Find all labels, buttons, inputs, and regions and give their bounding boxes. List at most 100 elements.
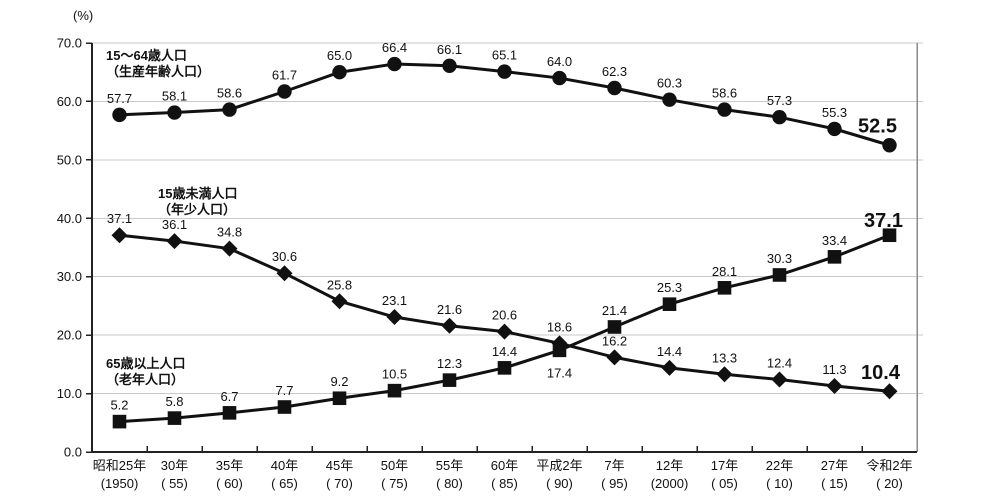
series-under_15-marker bbox=[276, 265, 293, 282]
series-working_age-value-label: 57.7 bbox=[107, 91, 132, 106]
series-working_age-value-label: 66.4 bbox=[382, 40, 407, 55]
series-working_age-marker bbox=[112, 107, 127, 123]
series-over_65-marker bbox=[167, 411, 182, 425]
series-over_65-marker bbox=[442, 373, 457, 387]
x-axis-label-era: 22年 bbox=[766, 458, 793, 473]
legend-over-65-line2: （老年人口） bbox=[106, 372, 185, 387]
series-over_65-value-label: 10.5 bbox=[382, 367, 407, 382]
series-over_65-value-label: 9.2 bbox=[330, 374, 348, 389]
series-under_15-marker bbox=[331, 293, 348, 310]
series-over_65-value-label: 12.3 bbox=[437, 356, 462, 371]
series-under_15-marker bbox=[661, 359, 678, 376]
x-axis-label-era: 60年 bbox=[491, 458, 518, 473]
series-under_15-marker bbox=[386, 309, 403, 326]
x-axis-label-year: ( 60) bbox=[216, 476, 243, 491]
x-axis-label-era: 12年 bbox=[656, 458, 683, 473]
series-under_15-value-label: 36.1 bbox=[162, 217, 187, 232]
x-axis-label-year: ( 80) bbox=[436, 476, 463, 491]
series-working_age-marker bbox=[827, 121, 842, 137]
x-axis-label-year: (1950) bbox=[101, 476, 139, 491]
x-axis-label-era: 45年 bbox=[326, 458, 353, 473]
x-axis-label-year: ( 65) bbox=[271, 476, 298, 491]
series-under_15-value-label: 12.4 bbox=[767, 356, 792, 371]
series-under_15-value-label: 23.1 bbox=[382, 293, 407, 308]
legend-under-15-line1: 15歳未満人口 bbox=[158, 186, 238, 201]
x-axis-label-era: 40年 bbox=[271, 458, 298, 473]
legend-working-age-line1: 15～64歳人口 bbox=[106, 48, 187, 63]
series-working_age-marker bbox=[167, 105, 182, 120]
series-working_age-marker bbox=[277, 84, 292, 99]
series-over_65-marker bbox=[882, 228, 897, 243]
series-over_65-value-label: 28.1 bbox=[712, 264, 737, 279]
series-under_15-value-label: 30.6 bbox=[272, 249, 297, 264]
series-working_age-value-label: 57.3 bbox=[767, 93, 792, 108]
series-working_age-marker bbox=[442, 58, 457, 73]
series-under_15-value-label: 13.3 bbox=[712, 350, 737, 365]
series-over_65-value-label: 14.4 bbox=[492, 344, 517, 359]
series-working_age-marker bbox=[717, 102, 732, 117]
x-axis-label-era: 35年 bbox=[216, 458, 243, 473]
series-over_65-marker bbox=[827, 250, 842, 264]
series-under_15-marker bbox=[441, 317, 458, 334]
series-under_15-marker bbox=[111, 227, 128, 244]
series-over_65-marker bbox=[552, 343, 567, 358]
series-over_65-value-label: 5.8 bbox=[165, 394, 183, 409]
legend-working-age: 15～64歳人口 （生産年齢人口） bbox=[106, 48, 210, 80]
y-axis-label: 20.0 bbox=[57, 328, 82, 343]
series-over_65-marker bbox=[332, 391, 347, 406]
x-axis-label-year: (2000) bbox=[651, 476, 689, 491]
series-over_65-marker bbox=[497, 361, 512, 375]
series-working_age-value-label: 52.5 bbox=[858, 115, 897, 137]
series-working_age-value-label: 65.1 bbox=[492, 48, 517, 63]
x-axis-label-era: 昭和25年 bbox=[93, 458, 146, 473]
x-axis-label-year: ( 20) bbox=[876, 476, 903, 491]
series-over_65-marker bbox=[607, 320, 622, 334]
series-under_15-marker bbox=[221, 240, 238, 257]
series-working_age-value-label: 65.0 bbox=[327, 48, 352, 63]
series-under_15-marker bbox=[166, 233, 183, 250]
y-axis-label: 30.0 bbox=[57, 269, 82, 284]
series-over_65-value-label: 25.3 bbox=[657, 280, 682, 295]
series-under_15-value-label: 20.6 bbox=[492, 308, 517, 323]
series-working_age-marker bbox=[332, 65, 347, 80]
series-under_15-value-label: 10.4 bbox=[861, 362, 901, 384]
x-axis-label-era: 55年 bbox=[436, 458, 463, 473]
series-over_65-value-label: 37.1 bbox=[864, 210, 903, 232]
x-axis-label-era: 50年 bbox=[381, 458, 408, 473]
y-axis-label: 70.0 bbox=[57, 36, 82, 51]
x-axis-label-year: ( 05) bbox=[711, 476, 738, 491]
series-under_15-value-label: 34.8 bbox=[217, 225, 242, 240]
series-over_65-marker bbox=[112, 414, 127, 429]
series-under_15-value-label: 18.6 bbox=[547, 319, 572, 334]
y-axis-label: 0.0 bbox=[64, 445, 82, 460]
x-axis-label-era: 30年 bbox=[161, 458, 188, 473]
series-over_65-marker bbox=[277, 400, 292, 414]
series-working_age-value-label: 61.7 bbox=[272, 67, 297, 82]
x-axis-label-era: 7年 bbox=[604, 458, 624, 473]
series-under_15-marker bbox=[826, 377, 843, 394]
x-axis-label-era: 17年 bbox=[711, 458, 738, 473]
series-over_65-value-label: 5.2 bbox=[110, 398, 128, 413]
series-under_15-marker bbox=[881, 383, 898, 400]
series-under_15-value-label: 21.6 bbox=[437, 302, 462, 317]
series-working_age-marker bbox=[222, 102, 237, 117]
series-over_65-value-label: 7.7 bbox=[275, 383, 293, 398]
x-axis-label-era: 平成2年 bbox=[536, 458, 582, 473]
series-working_age-marker bbox=[772, 110, 787, 125]
series-working_age-value-label: 62.3 bbox=[602, 64, 627, 79]
x-axis-label-year: ( 55) bbox=[161, 476, 188, 491]
series-under_15-value-label: 11.3 bbox=[822, 362, 846, 377]
series-under_15-value-label: 16.2 bbox=[602, 333, 627, 348]
legend-working-age-line2: （生産年齢人口） bbox=[106, 64, 211, 79]
series-working_age-value-label: 58.6 bbox=[712, 86, 737, 101]
series-over_65-marker bbox=[772, 268, 787, 282]
legend-over-65-line1: 65歳以上人口 bbox=[106, 356, 186, 371]
series-working_age-value-label: 58.1 bbox=[162, 89, 187, 104]
series-under_15-value-label: 25.8 bbox=[327, 277, 352, 292]
series-over_65-value-label: 17.4 bbox=[547, 365, 572, 380]
series-over_65-marker bbox=[222, 406, 237, 420]
y-axis-label: 50.0 bbox=[57, 152, 82, 167]
series-over_65-marker bbox=[717, 281, 732, 295]
